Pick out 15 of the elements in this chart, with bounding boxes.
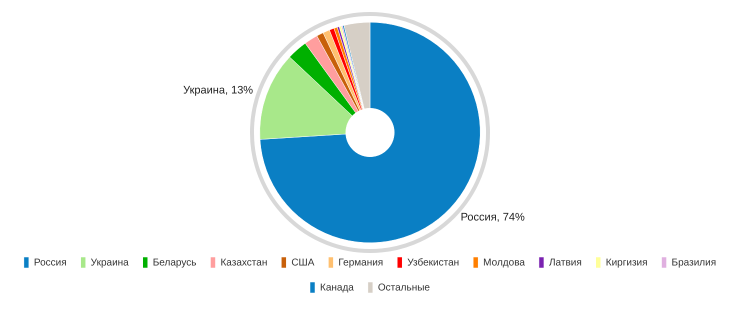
legend-label: Украина	[90, 257, 130, 268]
legend-label: Киргизия	[606, 257, 648, 268]
legend-label: Узбекистан	[407, 257, 460, 268]
legend-label: Германия	[338, 257, 384, 268]
legend-label: Молдова	[483, 257, 526, 268]
legend-label: Казахстан	[220, 257, 268, 268]
legend-label: Беларусь	[152, 257, 196, 268]
legend-label: Остальные	[378, 282, 430, 294]
legend-label: США	[291, 257, 315, 268]
legend-label: Бразилия	[672, 257, 716, 268]
legend-label: Канада	[320, 282, 354, 294]
legend-label: Латвия	[548, 257, 582, 268]
data-label: Россия, 74%	[460, 212, 525, 224]
data-label: Украина, 13%	[183, 84, 254, 96]
legend-label: Россия	[34, 257, 67, 268]
